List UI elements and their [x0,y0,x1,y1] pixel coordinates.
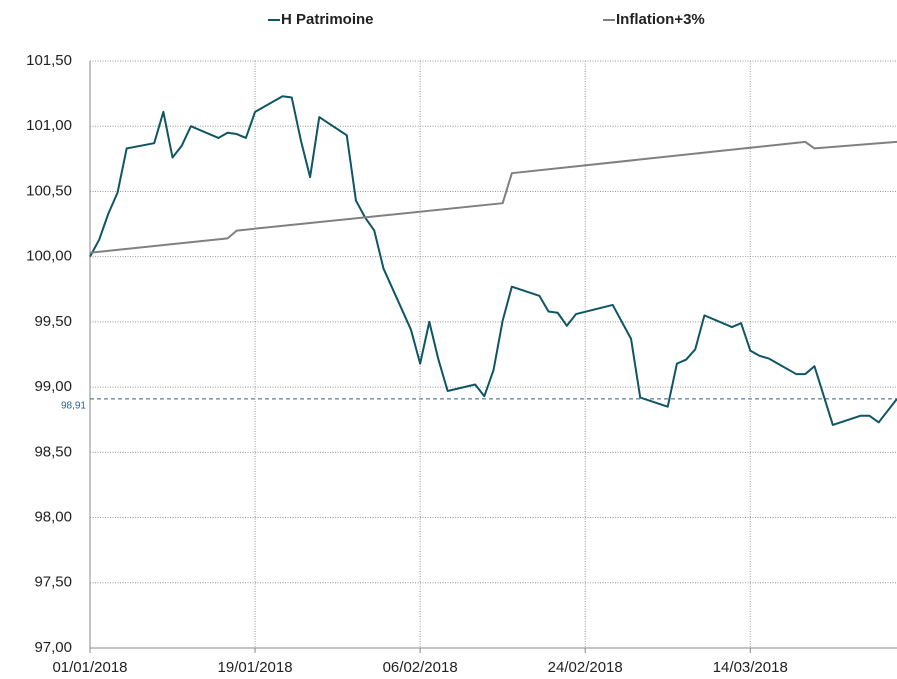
y-tick-label: 100,00 [26,248,72,265]
y-tick-label: 101,50 [26,52,72,69]
y-tick-label: 99,50 [34,313,72,330]
legend-label: H Patrimoine [281,11,374,28]
x-tick-label: 19/01/2018 [218,659,293,676]
legend: H Patrimoine Inflation+3% [268,11,705,28]
series-line [89,140,897,254]
legend-item: H Patrimoine [268,11,374,28]
legend-label: Inflation+3% [616,11,705,28]
reference-label: 98,91 [61,400,86,411]
y-tick-label: 97,00 [34,639,72,656]
y-tick-label: 97,50 [34,574,72,591]
y-tick-label: 98,00 [34,509,72,526]
x-tick-label: 01/01/2018 [52,659,127,676]
legend-item: Inflation+3% [603,11,705,28]
x-tick-label: 24/02/2018 [548,659,623,676]
y-tick-label: 100,50 [26,182,72,199]
x-tick-label: 06/02/2018 [383,659,458,676]
x-tick-label: 14/03/2018 [713,659,788,676]
y-tick-label: 101,00 [26,117,72,134]
y-tick-label: 98,50 [34,443,72,460]
series-line [89,95,897,426]
y-tick-label: 99,00 [34,378,72,395]
